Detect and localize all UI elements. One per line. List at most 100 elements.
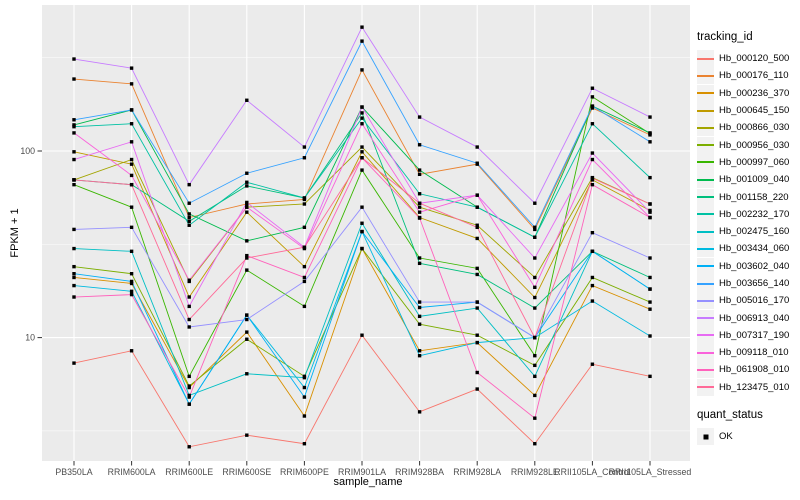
data-point-Hb_000956_030 bbox=[245, 337, 249, 341]
legend-item-Hb_000645_150: Hb_000645_150 bbox=[697, 102, 800, 120]
legend-key-swatch bbox=[697, 309, 714, 327]
data-point-Hb_000997_060 bbox=[417, 256, 422, 260]
legend-item-quant-OK: OK bbox=[697, 428, 800, 446]
data-point-Hb_000997_060 bbox=[245, 268, 249, 272]
data-point-Hb_123475_010 bbox=[417, 201, 422, 205]
data-point-Hb_007317_190 bbox=[360, 105, 364, 109]
legend-key-line-icon bbox=[697, 178, 714, 181]
data-point-Hb_007317_190 bbox=[129, 140, 134, 144]
data-point-Hb_000956_030 bbox=[533, 363, 537, 368]
x-tick-label: RRII105LA_Control bbox=[554, 467, 630, 477]
data-point-Hb_001158_220 bbox=[533, 306, 537, 310]
data-point-Hb_123475_010 bbox=[475, 225, 479, 230]
data-point-Hb_000120_500 bbox=[129, 349, 134, 353]
data-point-Hb_000120_500 bbox=[72, 361, 76, 365]
data-point-Hb_003434_060 bbox=[648, 334, 652, 338]
y-tick-label: 100 bbox=[20, 146, 35, 156]
data-point-Hb_061908_010 bbox=[302, 275, 307, 280]
legend-item-Hb_007317_190: Hb_007317_190 bbox=[697, 326, 800, 344]
black-square-point-icon bbox=[703, 434, 708, 440]
data-point-Hb_000645_150 bbox=[475, 236, 479, 241]
data-point-Hb_002232_170 bbox=[187, 223, 191, 227]
data-point-Hb_003434_060 bbox=[72, 283, 76, 288]
data-point-Hb_000120_500 bbox=[187, 445, 191, 449]
data-point-Hb_000866_030 bbox=[417, 205, 422, 209]
data-point-Hb_000997_060 bbox=[360, 168, 364, 172]
data-point-Hb_123475_010 bbox=[360, 156, 364, 160]
data-point-Hb_000645_150 bbox=[187, 295, 191, 299]
data-point-Hb_002232_170 bbox=[360, 116, 364, 120]
data-point-Hb_000956_030 bbox=[360, 246, 364, 251]
legend-key-swatch bbox=[697, 84, 714, 102]
data-point-Hb_000956_030 bbox=[72, 264, 76, 269]
legend: tracking_id Hb_000120_500 Hb_000176_110 Hb… bbox=[697, 30, 800, 446]
legend-key-swatch bbox=[697, 102, 714, 120]
data-point-Hb_000866_030 bbox=[533, 275, 537, 280]
legend-item-Hb_003434_060: Hb_003434_060 bbox=[697, 240, 800, 258]
legend-label: Hb_002232_170 bbox=[719, 208, 790, 220]
data-point-Hb_002475_160 bbox=[129, 249, 134, 254]
data-point-Hb_123475_010 bbox=[302, 245, 307, 249]
data-point-Hb_002232_170 bbox=[129, 122, 134, 126]
data-point-Hb_001009_040 bbox=[187, 212, 191, 216]
legend-item-Hb_003656_140: Hb_003656_140 bbox=[697, 275, 800, 292]
data-point-Hb_003656_140 bbox=[129, 108, 134, 112]
legend-key-swatch bbox=[697, 292, 714, 310]
data-point-Hb_000956_030 bbox=[187, 384, 191, 388]
legend-key-line-icon bbox=[697, 230, 714, 233]
data-point-Hb_000176_110 bbox=[129, 82, 134, 86]
legend-key-line-icon bbox=[697, 265, 714, 268]
data-point-Hb_009118_010 bbox=[475, 193, 479, 197]
legend-key-swatch bbox=[697, 119, 714, 137]
data-point-Hb_006913_040 bbox=[648, 115, 652, 119]
legend-label: Hb_000997_060 bbox=[719, 156, 790, 168]
data-point-Hb_000956_030 bbox=[590, 275, 595, 280]
data-point-Hb_007317_190 bbox=[187, 304, 191, 309]
legend-key-swatch bbox=[697, 188, 714, 206]
legend-item-Hb_061908_010: Hb_061908_010 bbox=[697, 361, 800, 379]
data-point-Hb_000236_370 bbox=[72, 275, 76, 280]
data-point-Hb_005016_170 bbox=[648, 256, 652, 260]
legend-item-Hb_003602_040: Hb_003602_040 bbox=[697, 257, 800, 275]
x-tick-label: RRIM600SE bbox=[222, 467, 271, 477]
data-point-Hb_003434_060 bbox=[302, 385, 307, 390]
legend-item-Hb_001009_040: Hb_001009_040 bbox=[697, 171, 800, 189]
data-point-Hb_061908_010 bbox=[129, 292, 134, 297]
x-tick-label: RRIM928BA bbox=[395, 467, 444, 477]
data-point-Hb_000645_150 bbox=[360, 150, 364, 154]
y-tick-label: 10 bbox=[25, 333, 35, 343]
data-point-Hb_009118_010 bbox=[129, 173, 134, 178]
data-point-Hb_003602_040 bbox=[245, 313, 249, 317]
data-point-Hb_000956_030 bbox=[648, 300, 652, 304]
data-point-Hb_006913_040 bbox=[475, 145, 479, 149]
legend-key-swatch bbox=[697, 205, 714, 223]
data-point-Hb_003434_060 bbox=[417, 353, 422, 358]
data-point-Hb_123475_010 bbox=[187, 317, 191, 322]
data-point-Hb_002475_160 bbox=[417, 314, 422, 319]
data-point-Hb_001009_040 bbox=[648, 131, 652, 135]
data-point-Hb_009118_010 bbox=[72, 131, 76, 135]
data-point-Hb_003656_140 bbox=[245, 171, 249, 175]
data-point-Hb_000866_030 bbox=[302, 202, 307, 206]
data-point-Hb_000866_030 bbox=[475, 223, 479, 227]
data-point-Hb_003602_040 bbox=[302, 395, 307, 399]
legend-key-swatch bbox=[697, 344, 714, 362]
legend-key-line-icon bbox=[697, 282, 714, 285]
data-point-Hb_061908_010 bbox=[648, 215, 652, 220]
legend-key-line-icon bbox=[697, 57, 714, 60]
data-point-Hb_123475_010 bbox=[245, 256, 249, 260]
legend-item-Hb_006913_040: Hb_006913_040 bbox=[697, 309, 800, 327]
data-point-Hb_061908_010 bbox=[590, 182, 595, 187]
legend-key-swatch bbox=[697, 378, 714, 396]
data-point-Hb_002475_160 bbox=[360, 221, 364, 225]
data-point-Hb_061908_010 bbox=[475, 370, 479, 375]
data-point-Hb_003656_140 bbox=[302, 156, 307, 160]
data-point-Hb_061908_010 bbox=[533, 416, 537, 420]
data-point-Hb_123475_010 bbox=[648, 202, 652, 206]
data-point-Hb_005016_170 bbox=[302, 279, 307, 284]
data-point-Hb_000236_370 bbox=[245, 330, 249, 334]
data-point-Hb_000236_370 bbox=[129, 281, 134, 286]
data-point-Hb_009118_010 bbox=[590, 157, 595, 162]
legend-key-line-icon bbox=[697, 351, 714, 354]
